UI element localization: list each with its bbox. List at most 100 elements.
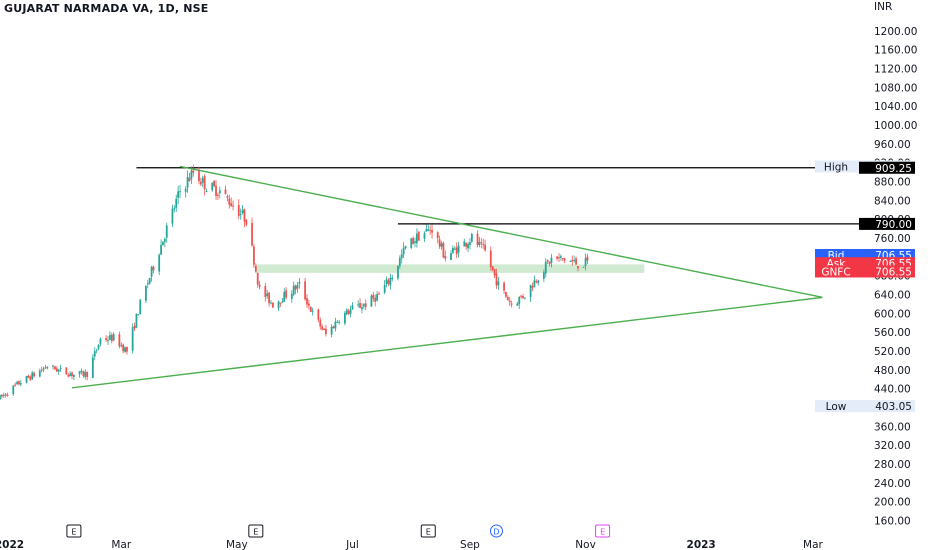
candle-body: [25, 375, 28, 383]
candle-body: [165, 225, 168, 238]
candle-body: [211, 182, 214, 191]
y-tick-label: 1200.00: [874, 26, 917, 38]
candle-body: [158, 254, 161, 272]
candle-body: [444, 256, 447, 259]
candle-body: [86, 371, 89, 378]
candle-body: [145, 286, 147, 301]
y-tick-label: 280.00: [874, 459, 911, 471]
candle-body: [516, 303, 519, 306]
candle-body: [476, 233, 479, 246]
candle-body: [505, 292, 507, 297]
lower-trendline: [71, 296, 823, 389]
candle-body: [546, 260, 549, 262]
candle-body: [370, 295, 373, 307]
candle-body: [239, 214, 242, 216]
candle-body: [205, 191, 208, 193]
y-tick-label: 760.00: [874, 233, 911, 245]
candle-body: [325, 328, 327, 335]
candle-body: [245, 219, 248, 225]
candle-body: [522, 296, 524, 298]
y-tick-label: 560.00: [874, 327, 911, 339]
candle-body: [374, 297, 377, 302]
candle-body: [4, 394, 7, 396]
candle-body: [84, 371, 87, 377]
candle-body: [465, 242, 468, 247]
candle-body: [27, 375, 30, 378]
candle-body: [162, 241, 164, 246]
candle-body: [571, 259, 574, 262]
candle-body: [270, 302, 272, 304]
candle-body: [563, 258, 566, 261]
candle-body: [493, 268, 496, 276]
candle-body: [586, 256, 589, 261]
candle-body: [347, 310, 350, 315]
candle-body: [491, 266, 494, 270]
earnings-marker: [248, 524, 264, 538]
earnings-marker: [595, 524, 611, 538]
candle-body: [542, 272, 545, 279]
candle-body: [469, 242, 471, 245]
candle-body: [160, 244, 162, 255]
candle-body: [213, 181, 216, 187]
candle-body: [0, 395, 1, 400]
candle-body: [453, 248, 456, 250]
y-tick-label: 240.00: [874, 478, 911, 490]
y-tick-label: 160.00: [874, 516, 911, 528]
candle-body: [148, 277, 151, 284]
earnings-marker: [66, 524, 82, 538]
candle-body: [533, 280, 536, 288]
candle-body: [82, 371, 85, 376]
candle-body: [124, 347, 126, 352]
candle-body: [184, 188, 187, 192]
candle-body: [73, 374, 75, 377]
candle-body: [495, 273, 498, 286]
candle-body: [59, 367, 62, 369]
candle-body: [376, 294, 379, 301]
candle-body: [357, 304, 360, 306]
candle-body: [457, 245, 460, 253]
candle-body: [503, 282, 505, 291]
candle-body: [173, 208, 176, 210]
candle-body: [378, 293, 380, 295]
axis-badge-value: 909.25: [875, 163, 912, 175]
y-axis-currency: INR: [874, 1, 892, 13]
candle-body: [2, 394, 5, 396]
candle-body: [230, 203, 233, 207]
candle-body: [55, 368, 58, 372]
axis-price-tag: [859, 161, 915, 174]
candle-body: [120, 345, 123, 347]
y-tick-label: 640.00: [874, 290, 911, 302]
candle-body: [296, 284, 299, 289]
upper-trendline: [179, 165, 823, 299]
candle-body: [575, 258, 577, 265]
candle-body: [135, 313, 138, 328]
candle-body: [110, 334, 113, 342]
candle-body: [311, 310, 314, 312]
candle-body: [489, 250, 492, 267]
candle-body: [201, 177, 204, 183]
candle-body: [16, 381, 18, 384]
candle-body: [292, 285, 295, 295]
candle-body: [577, 266, 579, 269]
candle-body: [237, 204, 240, 217]
dividend-marker: [489, 524, 503, 538]
candle-body: [18, 381, 20, 385]
candle-body: [550, 257, 553, 263]
candle-body: [480, 242, 483, 244]
candle-body: [215, 185, 217, 196]
candle-body: [281, 301, 284, 303]
candle-body: [279, 302, 282, 304]
candle-body: [397, 265, 399, 279]
candle-body: [304, 281, 306, 300]
x-tick-label: 2022: [0, 539, 24, 550]
y-tick-label: 360.00: [874, 421, 911, 433]
candle-body: [112, 334, 115, 341]
candle-body: [266, 293, 269, 297]
candle-body: [306, 298, 308, 305]
candle-body: [241, 210, 244, 214]
candle-body: [364, 303, 367, 307]
candle-body: [372, 294, 375, 299]
candle-body: [44, 367, 47, 369]
